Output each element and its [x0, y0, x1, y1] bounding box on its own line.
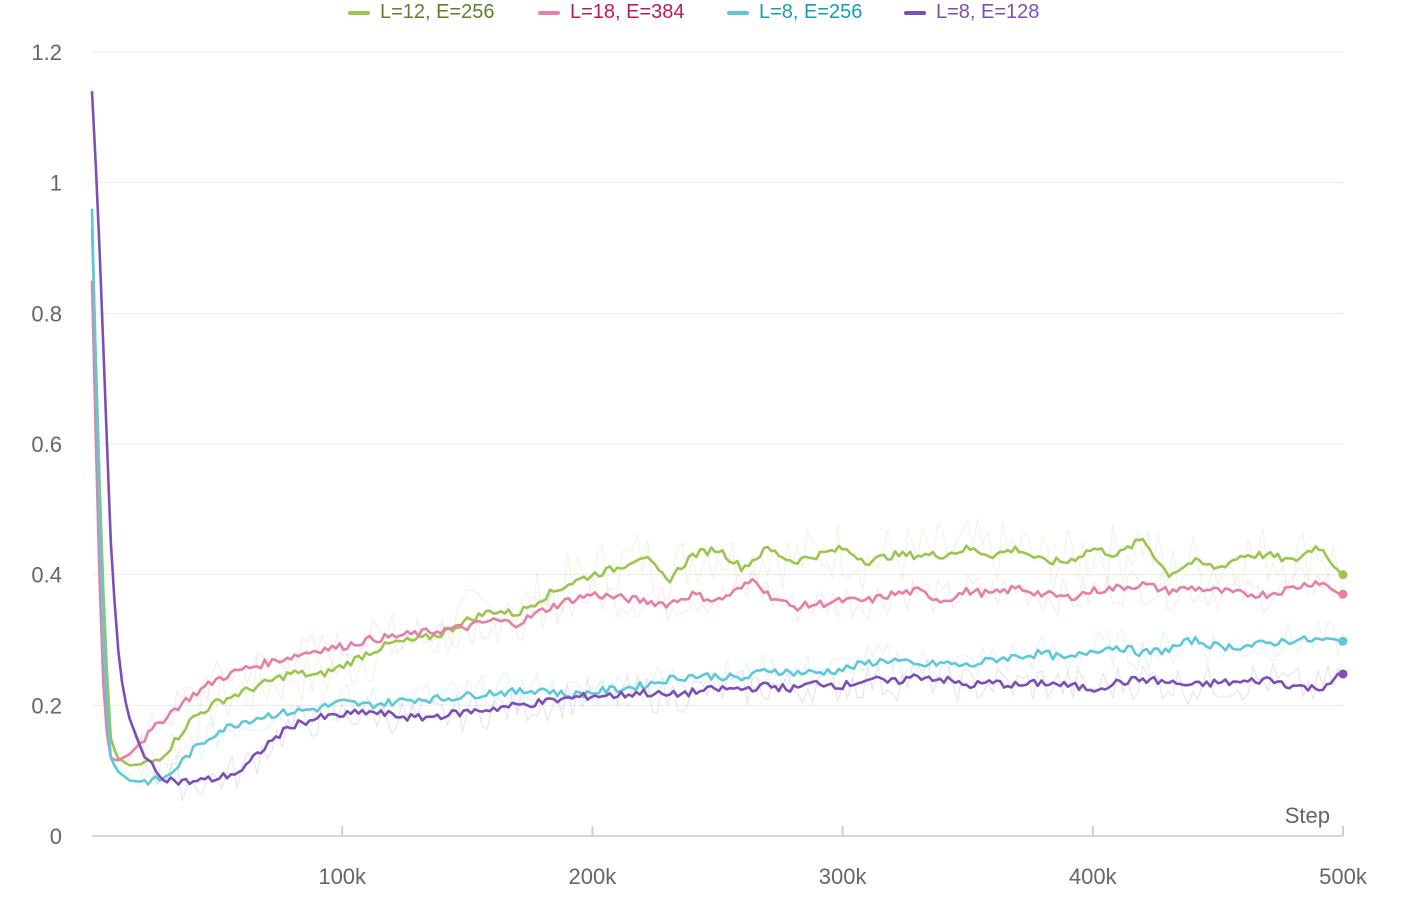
series-raw-trace	[91, 278, 1344, 762]
x-axis-title: Step	[1285, 803, 1330, 828]
series-end-point[interactable]	[1338, 570, 1348, 580]
x-tick-label: 300k	[819, 864, 868, 889]
y-tick-label: 0.2	[31, 693, 62, 718]
legend-label-l8-e128: L=8, E=128	[936, 1, 1040, 23]
chart-legend: L=12, E=256 L=18, E=384 L=8, E=256 L=8, …	[0, 0, 1407, 26]
y-tick-label: 1	[50, 171, 62, 196]
series-raw-trace	[91, 211, 1344, 789]
axes: 0 0.2 0.4 0.6 0.8 1 1.2 100k 200k 300k 400k 500k	[31, 40, 1367, 889]
series-lines	[90, 88, 1348, 802]
legend-item-l8-e128[interactable]: L=8, E=128	[904, 1, 1039, 24]
x-tick-label: 500k	[1319, 864, 1368, 889]
legend-item-l8-e256[interactable]: L=8, E=256	[727, 1, 862, 24]
series-line[interactable]	[90, 280, 1343, 762]
x-tick-label: 400k	[1069, 864, 1118, 889]
series-end-point[interactable]	[1338, 589, 1348, 599]
x-tick-label: 100k	[318, 864, 367, 889]
legend-swatch-l8-e256	[727, 10, 749, 15]
legend-swatch-l18-e384	[538, 10, 560, 15]
series-end-point[interactable]	[1338, 669, 1348, 679]
series-line[interactable]	[90, 208, 1343, 786]
series-end-point[interactable]	[1338, 636, 1348, 646]
gridlines	[92, 51, 1343, 706]
y-tick-label: 0	[50, 824, 62, 849]
legend-item-l18-e384[interactable]: L=18, E=384	[538, 1, 685, 24]
legend-swatch-l12-e256	[348, 10, 370, 15]
legend-label-l12-e256: L=12, E=256	[380, 1, 495, 23]
y-tick-label: 0.4	[31, 563, 62, 588]
legend-label-l8-e256: L=8, E=256	[759, 1, 863, 23]
legend-item-l12-e256[interactable]: L=12, E=256	[348, 1, 495, 24]
legend-swatch-l8-e128	[904, 10, 926, 15]
legend-label-l18-e384: L=18, E=384	[570, 1, 685, 23]
y-tick-label: 0.6	[31, 432, 62, 457]
y-tick-label: 0.8	[31, 301, 62, 326]
x-tick-label: 200k	[569, 864, 618, 889]
series-line[interactable]	[90, 228, 1343, 767]
series-line[interactable]	[90, 91, 1342, 786]
series-raw-trace	[91, 88, 1344, 802]
y-tick-label: 1.2	[31, 40, 62, 65]
series-raw-trace	[91, 228, 1344, 787]
